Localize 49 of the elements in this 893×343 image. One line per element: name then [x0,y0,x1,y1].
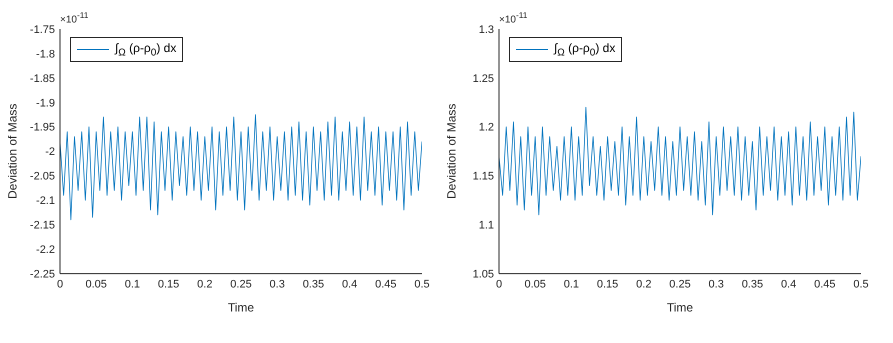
x-tick-label: 0.5 [853,278,869,290]
text: ×10$^{-11}$ [60,10,88,26]
x-tick-label: 0.3 [708,278,724,290]
x-tick-label: 0.4 [342,278,358,290]
y-tick-label: -2.2 [36,244,55,256]
x-tick-label: 0.1 [124,278,140,290]
y-tick-label: -2 [45,146,55,158]
x-tick-label: 0.45 [814,278,836,290]
legend-label: ∫$_{Ω}$ (ρ-ρ$_{0}$) dx [554,41,616,58]
line-series [499,106,861,216]
text: ×10$^{-11}$ [499,10,528,26]
x-axis-title: Time [228,300,254,315]
line-series [60,114,422,220]
x-tick-label: 0.1 [564,278,580,290]
x-tick-label: 0.35 [742,278,764,290]
x-tick-label: 0.25 [669,278,691,290]
x-tick-label: 0.2 [197,278,212,290]
y-tick-label: -1.8 [36,48,55,60]
x-tick-label: 0.25 [230,278,252,290]
x-tick-label: 0.05 [524,278,546,290]
y-tick-label: -1.85 [30,72,55,85]
y-tick-label: -2.15 [30,220,55,232]
y-tick-label: -1.95 [30,122,55,134]
x-axis-title: Time [666,300,694,315]
x-tick-label: 0.05 [85,278,107,290]
x-tick-label: 0.4 [780,278,796,290]
x-tick-label: 0 [496,278,502,290]
y-tick-label: 1.3 [478,24,494,36]
y-tick-label: 1.1 [478,220,494,232]
x-tick-label: 0.2 [636,278,652,290]
x-tick-label: 0.5 [414,278,430,290]
legend-label: ∫$_{Ω}$ (ρ-ρ$_{0}$) dx [115,41,176,58]
y-tick-label: -2.05 [30,170,55,183]
y-tick-label: -1.75 [30,24,55,36]
x-tick-label: 0 [56,278,64,290]
y-axis-title: Deviation of Mass [5,104,20,199]
y-tick-label: -2.25 [30,268,55,281]
y-axis-title: Deviation of Mass [444,104,458,199]
x-tick-label: 0.3 [270,278,285,290]
y-tick-label: 1.05 [472,268,494,281]
y-tick-label: -1.9 [36,97,55,110]
x-tick-label: 0.45 [375,278,397,290]
y-tick-label: 1.2 [478,122,494,134]
y-tick-label: 1.15 [472,170,494,183]
y-tick-label: 1.25 [472,72,494,85]
x-tick-label: 0.35 [302,278,324,290]
y-tick-label: -2.1 [36,195,55,208]
x-tick-label: 0.15 [158,278,180,290]
x-tick-label: 0.15 [596,278,618,290]
